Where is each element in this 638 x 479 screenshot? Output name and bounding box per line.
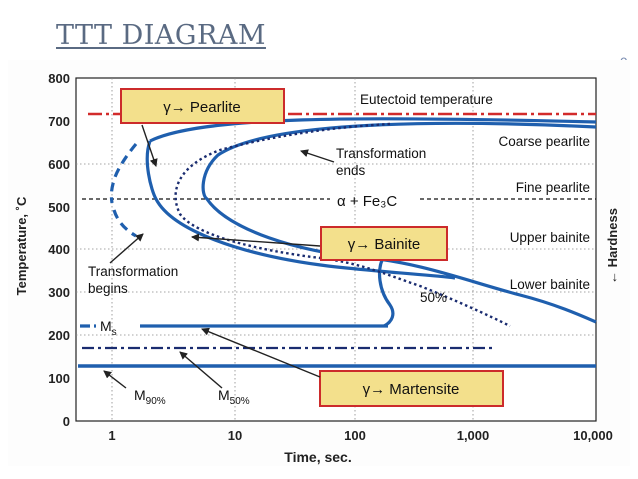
y-tick-500: 500 bbox=[48, 200, 70, 215]
y-tick-300: 300 bbox=[48, 285, 70, 300]
transformation-begins-label-1: Transformation bbox=[88, 264, 178, 279]
m50-label: M50% bbox=[218, 387, 250, 407]
y-tick-600: 600 bbox=[48, 157, 70, 172]
bainite-box-rect bbox=[320, 226, 448, 261]
bainite-pointer bbox=[191, 233, 321, 247]
pearlite-box: γ→ Pearlite bbox=[120, 88, 285, 124]
slide-title: TTT DIAGRAM bbox=[56, 20, 266, 51]
fifty-percent-curve bbox=[174, 122, 511, 328]
fifty-percent-label: 50% bbox=[420, 290, 447, 305]
pearlite-pointer bbox=[141, 124, 158, 167]
pearlite-box-label: γ→ Pearlite bbox=[163, 99, 241, 116]
ms-label-sub: s bbox=[112, 327, 117, 338]
hardness-axis-label: ← Hardness bbox=[605, 208, 620, 284]
begin-curve-dashed-lower bbox=[112, 209, 137, 238]
y-tick-700: 700 bbox=[48, 114, 70, 129]
y-tick-0: 0 bbox=[63, 414, 70, 429]
x-axis-label: Time, sec. bbox=[284, 449, 351, 465]
y-tick-400: 400 bbox=[48, 242, 70, 257]
transformation-ends-label-2: ends bbox=[336, 163, 366, 178]
m90-pointer bbox=[103, 370, 127, 389]
m50-label-sub: 50% bbox=[230, 396, 250, 407]
transformation-begins-curve bbox=[145, 117, 597, 280]
bainite-box-label: γ→ Bainite bbox=[348, 236, 421, 253]
pearlite-box-rect bbox=[120, 88, 285, 124]
x-tick-1000: 1,000 bbox=[457, 428, 490, 443]
y-tick-200: 200 bbox=[48, 328, 70, 343]
martensite-box: γ→ Martensite bbox=[319, 370, 504, 407]
x-tick-10: 10 bbox=[228, 428, 242, 443]
y-tick-100: 100 bbox=[48, 371, 70, 386]
ttt-curves bbox=[78, 117, 597, 368]
transformation-ends-pointer bbox=[300, 149, 335, 163]
x-tick-100: 100 bbox=[344, 428, 366, 443]
fine-pearlite-label: Fine pearlite bbox=[516, 180, 590, 195]
upper-bainite-label: Upper bainite bbox=[510, 230, 590, 245]
m90-label-sub: 90% bbox=[146, 396, 166, 407]
bainite-box: γ→ Bainite bbox=[320, 226, 448, 261]
martensite-pointer bbox=[201, 327, 321, 378]
coarse-pearlite-label: Coarse pearlite bbox=[498, 134, 590, 149]
transformation-ends-label-1: Transformation bbox=[336, 146, 426, 161]
m50-pointer bbox=[179, 351, 223, 389]
alpha-fe3c-label: α + Fe₃C bbox=[337, 193, 397, 210]
x-tick-10000: 10,000 bbox=[573, 428, 613, 443]
eutectoid-label: Eutectoid temperature bbox=[360, 92, 493, 107]
martensite-box-rect bbox=[319, 370, 504, 407]
lower-bainite-end-curve bbox=[377, 253, 395, 328]
grid-lines bbox=[76, 78, 596, 421]
m90-label: M90% bbox=[134, 387, 166, 407]
transformation-begins-label-2: begins bbox=[88, 281, 128, 296]
y-axis-label: Temperature, ˚C bbox=[14, 196, 29, 295]
lower-bainite-label: Lower bainite bbox=[510, 277, 590, 292]
m50-label-main: M bbox=[218, 387, 230, 403]
m90-label-main: M bbox=[134, 387, 146, 403]
transformation-begins-pointer bbox=[109, 233, 144, 264]
ms-label-main: M bbox=[100, 318, 112, 334]
ms-label: Ms bbox=[100, 318, 117, 338]
y-tick-800: 800 bbox=[48, 71, 70, 86]
martensite-box-label: γ→ Martensite bbox=[363, 381, 460, 398]
x-tick-1: 1 bbox=[108, 428, 115, 443]
